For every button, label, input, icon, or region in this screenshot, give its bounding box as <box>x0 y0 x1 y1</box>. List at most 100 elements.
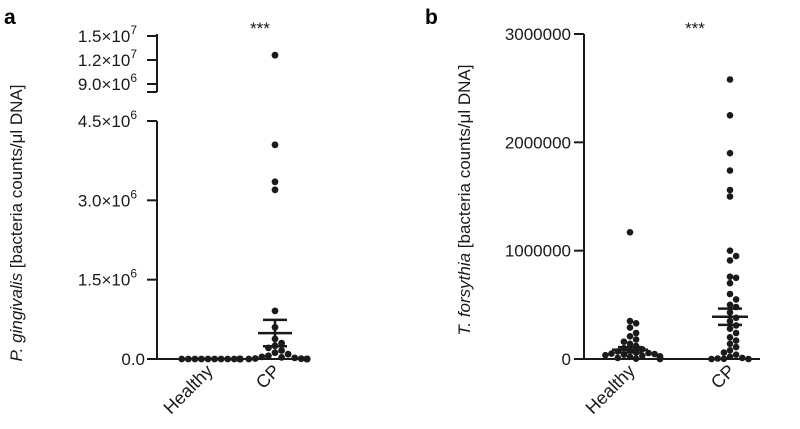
panel-b-data-point <box>726 290 734 298</box>
panel-b-x-category-label: Healthy <box>582 361 639 418</box>
panel-b-data-point <box>714 355 721 362</box>
panel-b-y-tick-label: 0 <box>562 350 571 369</box>
panel-a-y-tick-label: 9.0×106 <box>78 71 137 94</box>
panel-b-y-tick-label: 1000000 <box>505 242 571 261</box>
panel-b-data-point <box>726 279 734 287</box>
panel-b-data-point <box>732 329 740 337</box>
panel-a-y-tick-label: 1.5×107 <box>78 23 137 46</box>
panel-b-data-point <box>626 340 634 348</box>
panel-a-y-tick-label-exponent: 6 <box>130 71 137 85</box>
panel-b-data-point <box>656 355 664 363</box>
panel-b-data-point <box>626 229 634 236</box>
panel-b-y-axis-label-units: [bacteria counts/μl DNA] <box>455 65 474 253</box>
panel-a-y-tick-label: 3.0×106 <box>78 187 137 210</box>
panel-b-mean-sem-bars <box>612 307 748 354</box>
panel-b-data-point <box>726 76 734 83</box>
panel-b-data-point <box>732 296 740 303</box>
panel-b-y-axis-label-species: T. forsythia <box>455 253 474 336</box>
panel-a-data-point <box>236 355 244 363</box>
panel-b-data-point <box>632 320 640 327</box>
panel-a-y-tick-label-mantissa: 4.5×10 <box>78 112 130 131</box>
panel-b-data-point <box>732 337 740 344</box>
panel-a-x-category-label: Healthy <box>160 361 217 418</box>
panel-b-data-point <box>726 340 734 348</box>
panel-b-axes <box>583 34 760 360</box>
panel-a-y-tick-label-exponent: 6 <box>130 187 137 201</box>
panel-a-y-tick-label-exponent: 7 <box>130 47 137 61</box>
panel-b-data-point <box>726 353 734 361</box>
panel-a-data-point <box>271 178 279 186</box>
panel-b-data-point <box>720 349 728 356</box>
panel-b-data-point <box>726 347 734 354</box>
panel-b-data-point <box>708 355 715 363</box>
panel-a-y-tick-label-mantissa: 1.2×10 <box>78 51 130 70</box>
panel-a-pgingivalis-chart: a P. gingivalis [bacteria counts/μl DNA]… <box>4 6 311 418</box>
panel-a-y-tick-label-mantissa: 1.5×10 <box>78 27 130 46</box>
panel-b-data-point <box>632 329 640 337</box>
panel-b-data-point <box>639 352 646 360</box>
panel-a-data-point <box>297 355 305 363</box>
panel-a-y-tick-label-mantissa: 0.0 <box>121 350 145 369</box>
panel-b-data-point <box>620 338 628 346</box>
panel-b-y-tick-label: 2000000 <box>505 133 571 152</box>
panel-b-data-point <box>726 325 734 333</box>
panel-b-data-point <box>732 274 740 282</box>
panel-a-data-point <box>230 355 238 363</box>
panel-b-data-point <box>745 355 752 363</box>
panel-a-data-point <box>271 51 279 59</box>
panel-b-data-point <box>626 324 634 331</box>
panel-a-data-point <box>278 347 285 354</box>
panel-a-data-point <box>184 355 192 363</box>
panel-b-data-point <box>726 334 734 341</box>
panel-a-y-axis-label-species: P. gingivalis <box>7 272 26 361</box>
panel-b-data-point <box>726 301 734 309</box>
panel-a-mean-sem-bars <box>191 318 292 361</box>
panel-a-y-tick-label-exponent: 6 <box>130 267 137 281</box>
panel-b-data-point <box>651 350 658 358</box>
panel-a-data-point <box>258 353 266 361</box>
panel-b-data-point <box>602 351 609 359</box>
panel-a-y-axis-label-units: [bacteria counts/μl DNA] <box>7 85 26 273</box>
panel-b-data-point <box>726 257 734 264</box>
panel-a-data-point <box>178 355 186 363</box>
panel-a-data-point <box>291 354 299 362</box>
panel-a-y-tick-label-mantissa: 1.5×10 <box>78 271 130 290</box>
panel-a-data-point <box>245 355 253 363</box>
panel-b-data-point <box>626 353 634 361</box>
panel-a-data-point <box>278 354 285 361</box>
panel-a-y-tick-label-mantissa: 3.0×10 <box>78 191 130 210</box>
panel-a-y-tick-label: 1.5×106 <box>78 267 137 290</box>
panel-a-y-tick-label: 4.5×106 <box>78 108 137 131</box>
panel-b-y-axis-ticks: 0 1000000 2000000 3000000 <box>505 25 584 369</box>
panel-b-data-point <box>726 167 734 174</box>
panel-a-data-point <box>265 352 272 360</box>
panel-b-data-point <box>614 354 621 362</box>
panel-b-data-point <box>726 186 734 194</box>
panel-b-data-point <box>608 350 615 357</box>
panel-b-data-point <box>632 336 640 343</box>
panel-b-data-point <box>720 355 728 363</box>
panel-b-data-point <box>732 343 740 351</box>
panel-b-data-point <box>645 349 652 357</box>
panel-b-x-category-label: CP <box>707 361 739 393</box>
panel-b-data-point <box>726 193 734 200</box>
panel-a-data-point <box>271 349 279 357</box>
panel-b-data-point <box>726 112 734 119</box>
panel-a-data-point <box>278 339 285 347</box>
panel-b-data-point <box>632 355 640 363</box>
panel-b-data-point <box>739 354 746 362</box>
panel-b-data-point <box>726 273 734 281</box>
panel-a-data-point <box>284 350 292 358</box>
panel-a-data-point <box>303 355 311 363</box>
panel-a-data-point <box>271 307 279 315</box>
panel-a-significance-marker: *** <box>250 19 270 38</box>
panel-a-y-tick-label-exponent: 6 <box>130 108 137 122</box>
panel-a-y-axis-ticks: 0.01.5×1063.0×1064.5×1069.0×1061.2×1071.… <box>78 23 157 369</box>
panel-b-data-point <box>732 252 740 260</box>
panel-a-y-tick-label: 0.0 <box>121 350 145 369</box>
panel-a-x-axis-categories: Healthy CP <box>160 361 284 418</box>
panel-a-data-point <box>224 355 232 363</box>
panel-a-data-point <box>271 186 279 194</box>
panel-a-data-point <box>271 141 279 149</box>
